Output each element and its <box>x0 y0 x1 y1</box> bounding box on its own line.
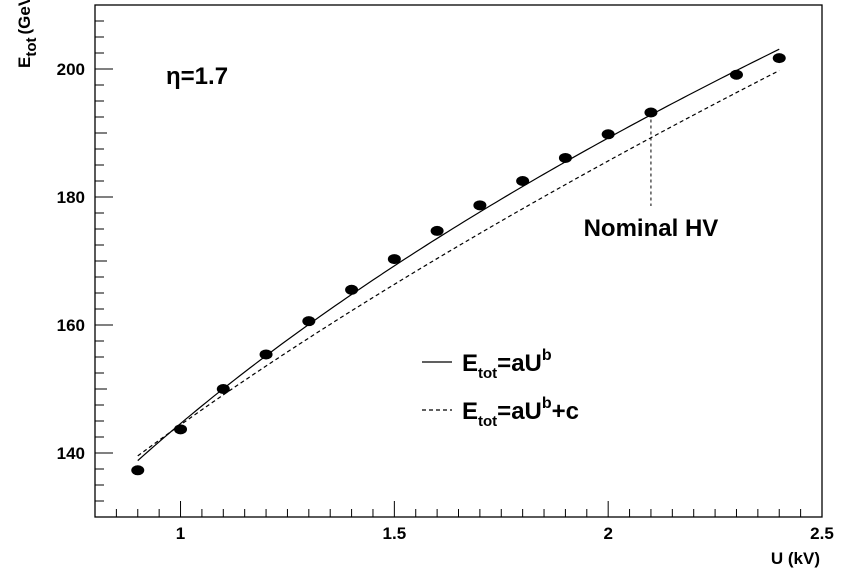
fit-curves <box>137 48 780 462</box>
y-tick-label: 200 <box>57 60 85 79</box>
data-point <box>345 284 359 295</box>
data-point <box>601 129 615 140</box>
data-point <box>729 69 743 80</box>
data-point <box>516 176 530 186</box>
x-axis-ticks: 1 1.5 2 2.5 <box>94 501 834 543</box>
data-point <box>387 254 401 265</box>
data-point <box>259 349 273 360</box>
data-point <box>302 316 316 327</box>
data-point <box>430 225 444 236</box>
eta-label: η=1.7 <box>166 63 228 90</box>
y-tick-label: 180 <box>57 188 85 207</box>
y-axis-title-sub: tot <box>23 37 40 56</box>
x-tick-label: 1.5 <box>383 524 407 543</box>
y-axis-title: Etot (GeV) <box>15 0 40 68</box>
data-point <box>473 200 487 211</box>
data-point <box>644 107 658 118</box>
x-axis-title: U (kV) <box>771 549 820 568</box>
fit-curve-power-law-offset <box>137 70 780 457</box>
svg-text:Etot(GeV): Etot (GeV) <box>15 0 40 68</box>
x-tick-label: 2 <box>603 524 612 543</box>
y-tick-label: 140 <box>57 444 85 463</box>
x-tick-label: 2.5 <box>810 524 834 543</box>
y-axis-title-unit: (GeV) <box>15 0 34 35</box>
legend-entry-power-law-offset: Etot=aUb+c <box>462 395 579 430</box>
nominal-hv-label: Nominal HV <box>584 215 719 242</box>
legend-entry-power-law: Etot=aUb <box>462 347 552 382</box>
x-tick-label: 1 <box>176 524 185 543</box>
data-point <box>772 53 786 64</box>
data-point <box>174 424 188 435</box>
nominal-hv-annotation: Nominal HV <box>584 119 719 242</box>
data-points <box>131 53 786 476</box>
fit-curve-power-law <box>137 48 780 462</box>
legend: Etot=aUb Etot=aUb+c <box>422 347 579 430</box>
data-point <box>216 384 230 394</box>
y-tick-label: 160 <box>57 316 85 335</box>
y-axis-ticks: 140 160 180 200 <box>57 4 113 518</box>
y-axis-title-main: E <box>15 57 34 68</box>
data-point <box>558 152 572 163</box>
data-point <box>131 465 145 476</box>
